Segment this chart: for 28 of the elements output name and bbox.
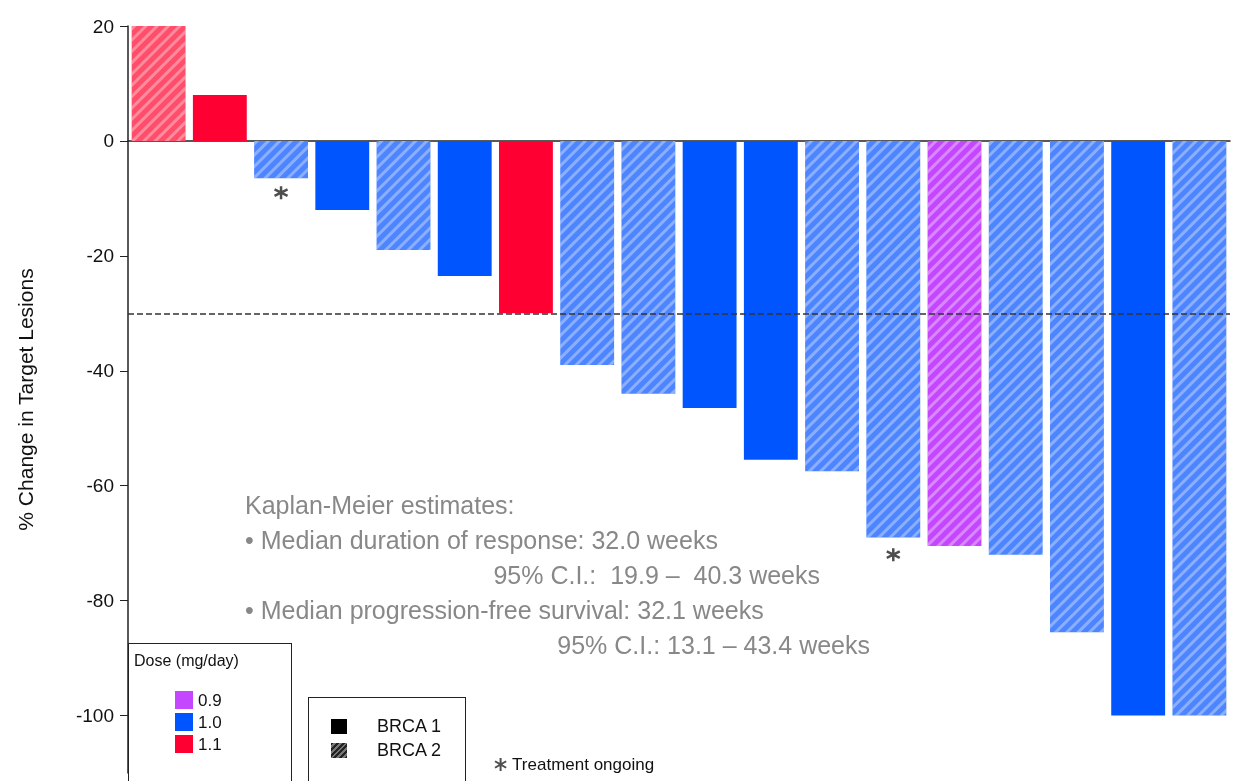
y-tick-label: -40 [86,360,114,382]
annotation: • Median progression-free survival: 32.1 weeks [245,595,764,624]
annotation: Kaplan-Meier estimates: [245,490,515,519]
y-tick-label: -20 [86,245,114,267]
bar [1111,140,1166,716]
legend-box: BRCA 1 BRCA 2 [308,697,466,781]
y-tick-label: -80 [86,590,114,612]
y-tick-label: 20 [92,15,114,37]
bar [437,140,492,276]
legend-label: 1.0 [198,712,222,732]
bar [743,140,798,460]
y-tick-label: 0 [103,130,114,152]
bar [315,140,370,210]
y-tick-label: -60 [86,475,114,497]
legend-label: 1.1 [198,734,222,754]
y-tick-label: -100 [75,705,114,727]
legend-label: 0.9 [198,690,222,710]
annotation: BRCA 2 [377,740,442,761]
y-axis-title: % Change in Target Lesions [14,268,37,531]
bar [499,140,553,314]
bar [682,140,737,409]
legend-title: Dose (mg/day) [134,651,239,669]
legend-label: Treatment ongoing [512,755,655,774]
annotation: 95% C.I.: 19.9 – 40.3 weeks [493,560,820,589]
annotation: • Median duration of response: 32.0 weeks [245,525,718,554]
annotation: BRCA 1 [377,716,442,737]
annotation: 95% C.I.: 13.1 – 43.4 weeks [557,630,870,659]
bar [192,94,247,141]
